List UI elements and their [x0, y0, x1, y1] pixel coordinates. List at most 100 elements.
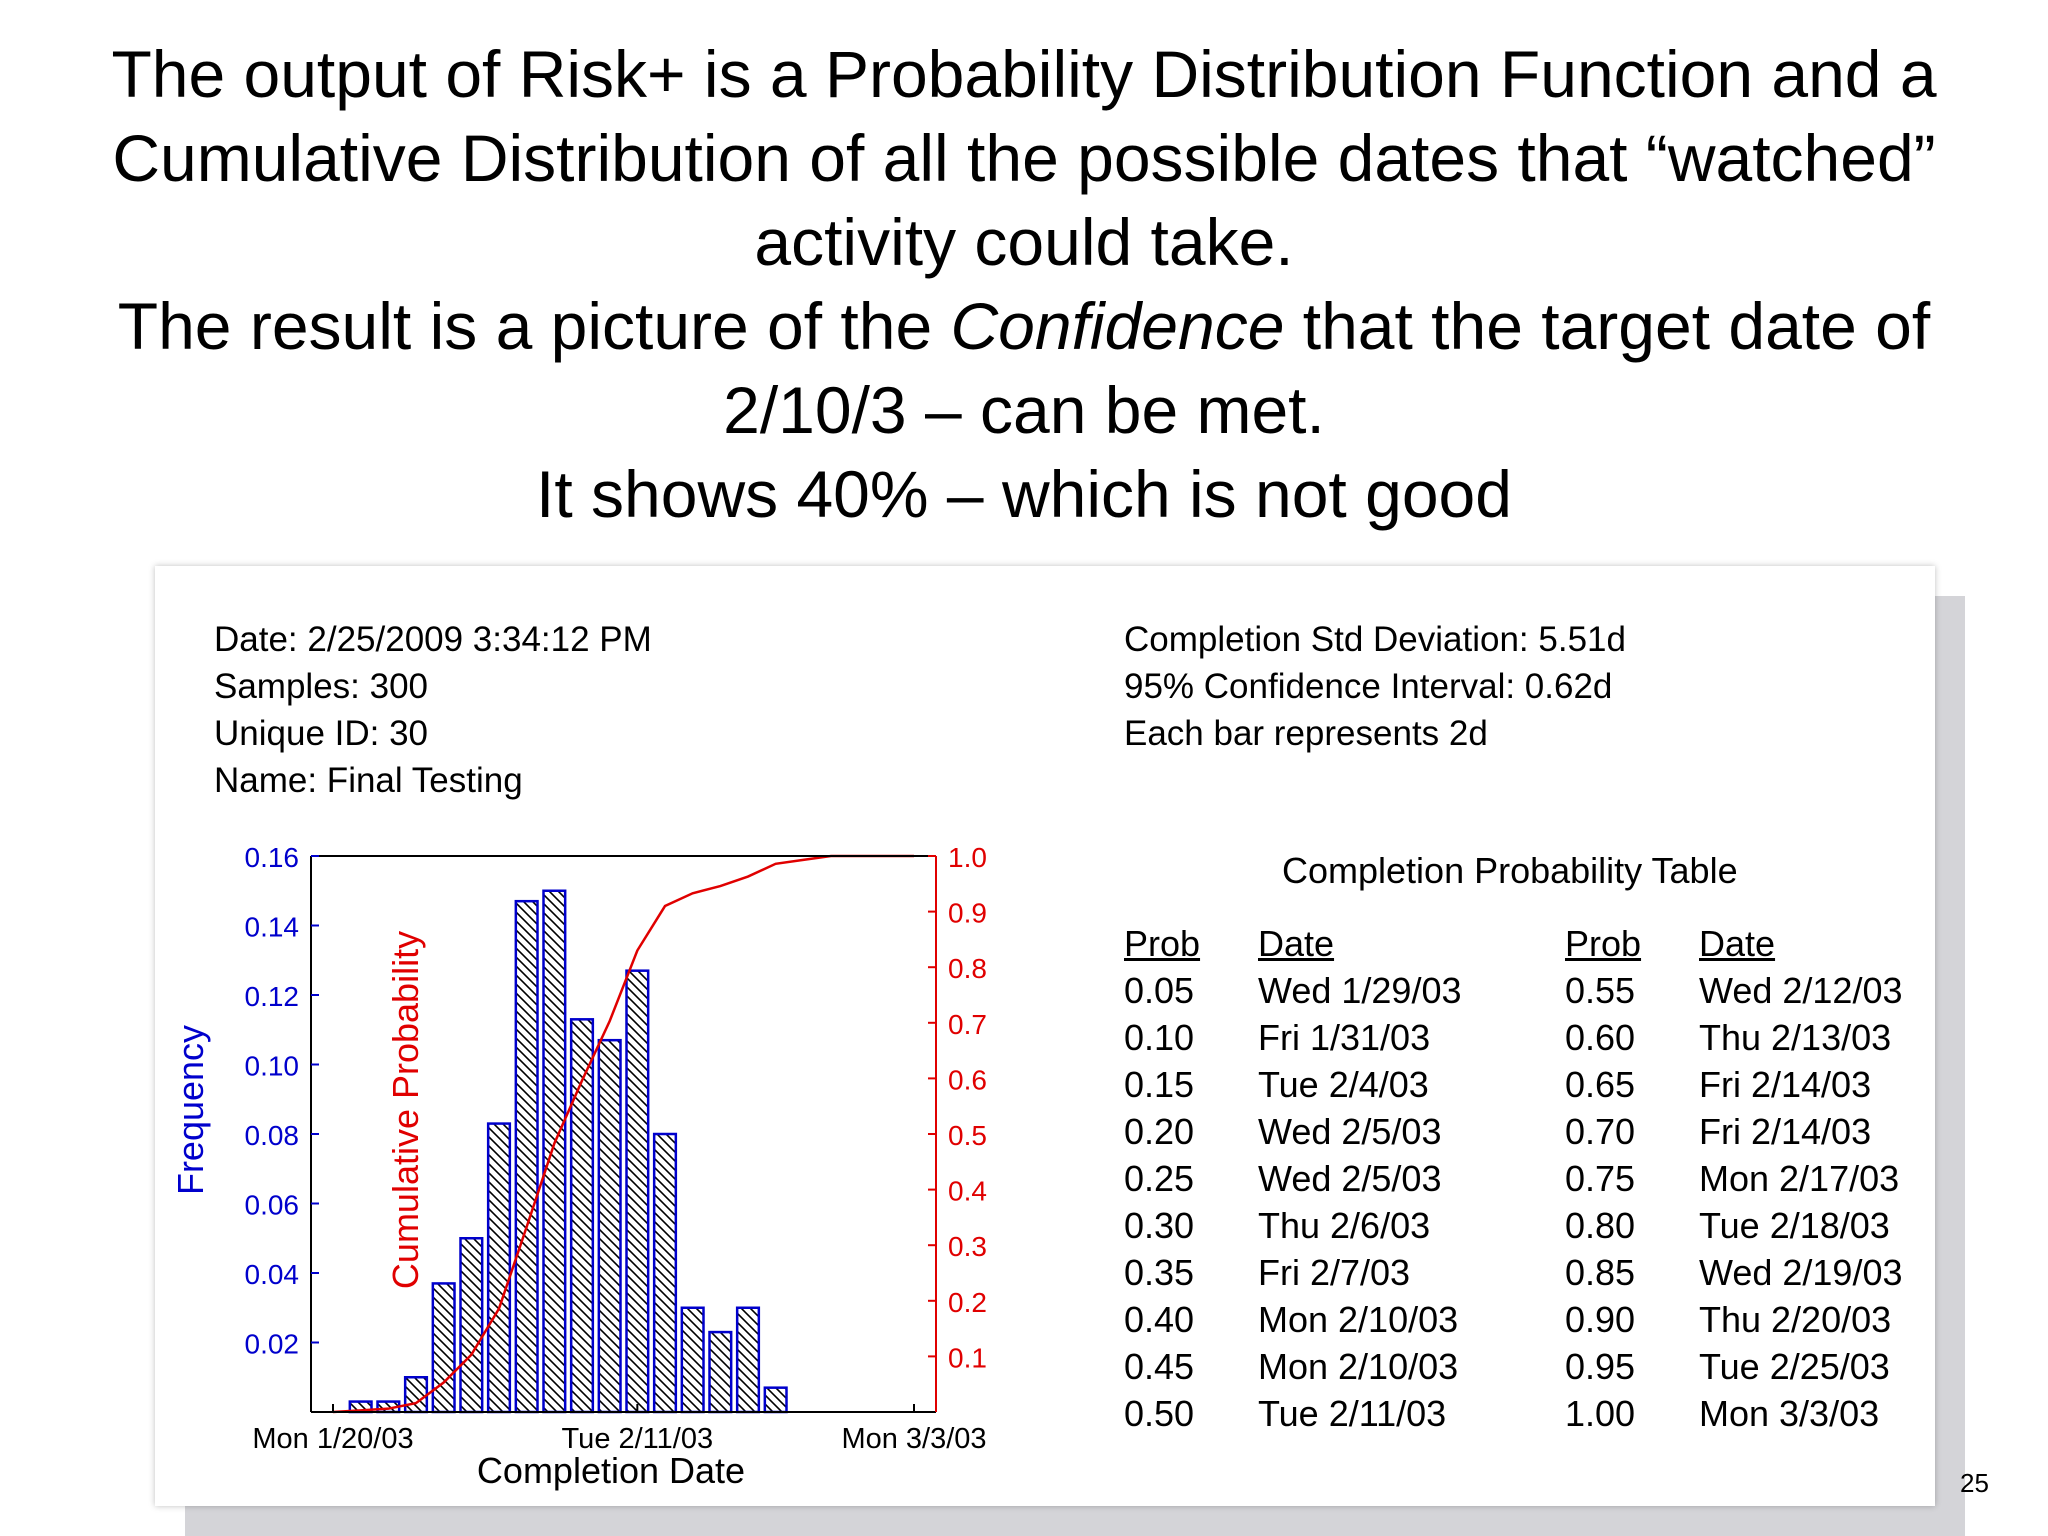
- frequency-bar: [708, 1330, 733, 1414]
- table-cell: Fri 2/14/03: [1699, 1110, 1872, 1152]
- header-prob-1: Prob: [1124, 922, 1201, 964]
- heading-line-4-pre: The result is a picture of the: [117, 289, 951, 363]
- table-row: 0.30 Thu 2/6/03 0.80 Tue 2/18/03: [1124, 1202, 1949, 1249]
- frequency-bar: [542, 889, 567, 1414]
- frequency-bar: [403, 1376, 429, 1414]
- table-cell: Tue 2/11/03: [1258, 1392, 1447, 1434]
- right-axis-label: Cumulative Probability: [385, 931, 426, 1289]
- table-row: 0.45 Mon 2/10/03 0.95 Tue 2/25/03: [1124, 1343, 1949, 1390]
- frequency-bar: [459, 1237, 484, 1414]
- heading-line-4-post: that the target date of: [1284, 289, 1931, 363]
- heading-line-5: 2/10/3 – can be met.: [723, 373, 1325, 447]
- table-cell: 0.70: [1565, 1110, 1636, 1152]
- table-cell: Wed 1/29/03: [1258, 969, 1462, 1011]
- run-samples: Samples: 300: [214, 667, 429, 706]
- table-row: 0.50 Tue 2/11/03 1.00 Mon 3/3/03: [1124, 1390, 1949, 1437]
- right-tick-label: 1.0: [948, 842, 987, 873]
- table-cell: 0.75: [1565, 1157, 1636, 1199]
- std-deviation: Completion Std Deviation: 5.51d: [1124, 620, 1626, 659]
- table-cell: 0.20: [1124, 1110, 1195, 1152]
- frequency-bar: [680, 1306, 705, 1414]
- x-tick-label: Mon 1/20/03: [252, 1423, 413, 1455]
- heading-confidence-word: Confidence: [950, 289, 1285, 363]
- table-cell: Wed 2/5/03: [1258, 1157, 1442, 1199]
- table-cell: 0.40: [1124, 1298, 1195, 1340]
- heading-line-2: Cumulative Distribution of all the possi…: [112, 121, 1936, 195]
- table-cell: Mon 2/10/03: [1258, 1298, 1459, 1340]
- page-number: 25: [1960, 1468, 1989, 1498]
- x-tick-label: Mon 3/3/03: [841, 1423, 986, 1455]
- bar-width-note: Each bar represents 2d: [1124, 714, 1488, 753]
- left-tick-label: 0.14: [245, 912, 300, 943]
- table-cell: 0.60: [1565, 1016, 1636, 1058]
- table-cell: Wed 2/19/03: [1699, 1251, 1903, 1293]
- run-unique-id: Unique ID: 30: [214, 714, 429, 753]
- table-cell: 0.80: [1565, 1204, 1636, 1246]
- heading-line-3: activity could take.: [754, 205, 1294, 279]
- cumulative-probability-line: [332, 854, 914, 1414]
- left-tick-label: 0.10: [245, 1051, 300, 1082]
- left-tick-label: 0.16: [245, 842, 300, 873]
- right-tick-label: 0.7: [948, 1009, 987, 1040]
- table-cell: 0.30: [1124, 1204, 1195, 1246]
- table-header-row: Prob Date Prob Date: [1124, 920, 1949, 967]
- frequency-bar: [597, 1038, 622, 1414]
- table-cell: 0.95: [1565, 1345, 1636, 1387]
- run-date: Date: 2/25/2009 3:34:12 PM: [214, 620, 652, 659]
- table-cell: 0.35: [1124, 1251, 1195, 1293]
- frequency-bar: [652, 1132, 678, 1414]
- table-row: 0.40 Mon 2/10/03 0.90 Thu 2/20/03: [1124, 1296, 1949, 1343]
- table-cell: Tue 2/4/03: [1258, 1063, 1429, 1105]
- table-cell: 0.50: [1124, 1392, 1195, 1434]
- run-name: Name: Final Testing: [214, 761, 523, 800]
- probability-table-title: Completion Probability Table: [1282, 850, 1738, 891]
- table-cell: Thu 2/6/03: [1258, 1204, 1431, 1246]
- table-cell: 0.05: [1124, 969, 1195, 1011]
- table-cell: Mon 3/3/03: [1699, 1392, 1880, 1434]
- table-row: 0.20 Wed 2/5/03 0.70 Fri 2/14/03: [1124, 1108, 1949, 1155]
- right-tick-label: 0.9: [948, 898, 987, 929]
- x-axis-label: Completion Date: [477, 1450, 745, 1491]
- table-cell: Thu 2/13/03: [1699, 1016, 1892, 1058]
- table-cell: 0.25: [1124, 1157, 1195, 1199]
- run-info-left: Date: 2/25/2009 3:34:12 PM Samples: 300 …: [214, 616, 652, 804]
- left-axis-label: Frequency: [170, 1025, 211, 1195]
- table-cell: Tue 2/25/03: [1699, 1345, 1890, 1387]
- table-row: 0.35 Fri 2/7/03 0.85 Wed 2/19/03: [1124, 1249, 1949, 1296]
- frequency-bar: [735, 1306, 761, 1414]
- table-cell: Tue 2/18/03: [1699, 1204, 1890, 1246]
- table-cell: 0.45: [1124, 1345, 1195, 1387]
- right-tick-label: 0.6: [948, 1064, 987, 1095]
- frequency-bar: [486, 1122, 512, 1414]
- table-cell: Mon 2/17/03: [1699, 1157, 1900, 1199]
- table-cell: 1.00: [1565, 1392, 1636, 1434]
- table-row: 0.25 Wed 2/5/03 0.75 Mon 2/17/03: [1124, 1155, 1949, 1202]
- table-cell: Wed 2/5/03: [1258, 1110, 1442, 1152]
- table-cell: 0.10: [1124, 1016, 1195, 1058]
- table-cell: Fri 1/31/03: [1258, 1016, 1431, 1058]
- left-tick-label: 0.06: [245, 1190, 300, 1221]
- table-cell: Mon 2/10/03: [1258, 1345, 1459, 1387]
- right-tick-label: 0.8: [948, 953, 987, 984]
- frequency-bar: [431, 1282, 456, 1414]
- header-date-1: Date: [1258, 922, 1335, 964]
- left-tick-label: 0.02: [245, 1329, 300, 1360]
- frequency-bar: [625, 969, 650, 1414]
- right-tick-label: 0.2: [948, 1287, 987, 1318]
- table-cell: Fri 2/14/03: [1699, 1063, 1872, 1105]
- left-tick-label: 0.12: [245, 981, 300, 1012]
- heading-line-6: It shows 40% – which is not good: [536, 457, 1512, 531]
- frequency-bar: [514, 899, 539, 1414]
- heading-line-1: The output of Risk+ is a Probability Dis…: [111, 37, 1937, 111]
- table-cell: Thu 2/20/03: [1699, 1298, 1892, 1340]
- run-info-right: Completion Std Deviation: 5.51d 95% Conf…: [1124, 616, 1626, 757]
- confidence-interval: 95% Confidence Interval: 0.62d: [1124, 667, 1613, 706]
- right-tick-label: 0.3: [948, 1231, 987, 1262]
- left-tick-label: 0.08: [245, 1120, 300, 1151]
- table-cell: 0.85: [1565, 1251, 1636, 1293]
- table-row: 0.10 Fri 1/31/03 0.60 Thu 2/13/03: [1124, 1014, 1949, 1061]
- table-row: 0.05 Wed 1/29/03 0.55 Wed 2/12/03: [1124, 967, 1949, 1014]
- table-row: 0.15 Tue 2/4/03 0.65 Fri 2/14/03: [1124, 1061, 1949, 1108]
- table-cell: 0.55: [1565, 969, 1636, 1011]
